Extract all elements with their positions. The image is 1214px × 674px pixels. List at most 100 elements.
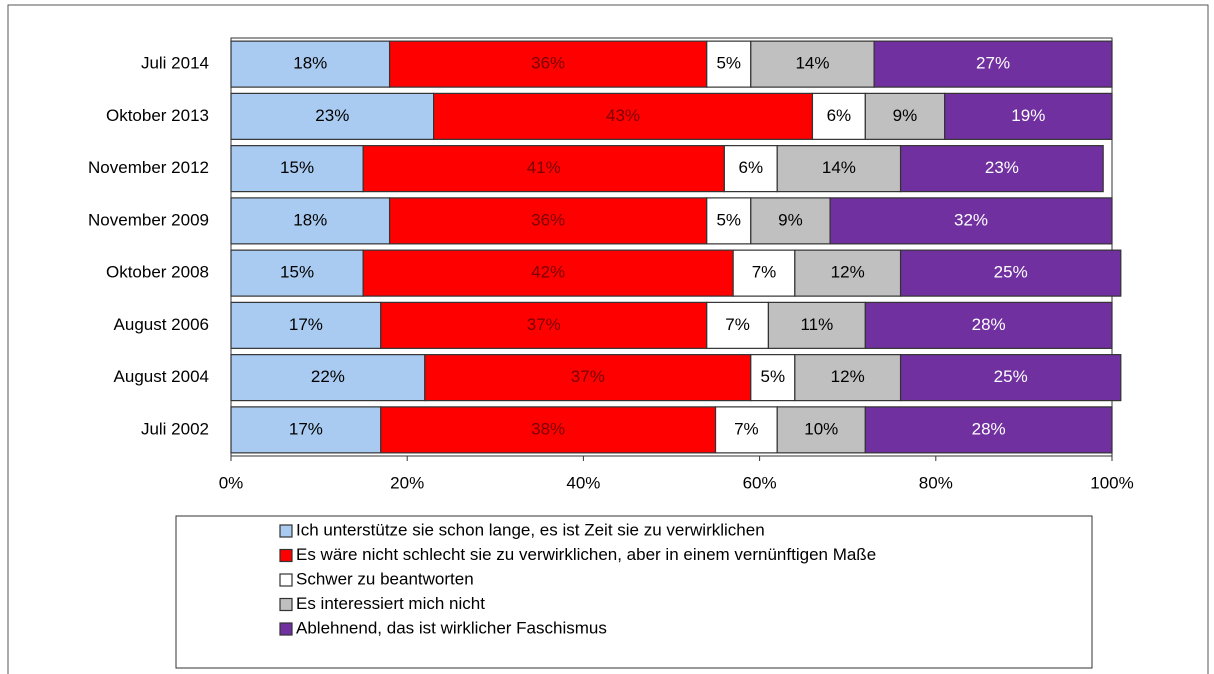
bar-segment: [864, 92, 946, 140]
bar-segment: [388, 197, 708, 245]
bar-segment: [899, 354, 1122, 402]
x-tick-label: 100%: [1090, 473, 1133, 492]
data-label: 37%: [527, 315, 561, 334]
data-label: 23%: [315, 106, 349, 125]
data-label: 27%: [976, 54, 1010, 73]
data-label: 5%: [716, 210, 741, 229]
legend-swatch: [279, 597, 293, 612]
y-tick-label: August 2006: [114, 315, 209, 334]
data-label: 25%: [994, 367, 1028, 386]
data-label: 12%: [831, 263, 865, 282]
y-tick-label: Oktober 2008: [106, 263, 209, 282]
x-tick-label: 0%: [219, 473, 244, 492]
chart-frame: [7, 4, 1209, 674]
bar-segment: [873, 40, 1113, 88]
bar-segment: [388, 40, 708, 88]
bar-segment: [433, 92, 814, 140]
bar-segment: [380, 301, 708, 349]
data-label: 14%: [795, 54, 829, 73]
bar-segment: [794, 249, 902, 297]
data-label: 11%: [800, 315, 833, 334]
data-label: 19%: [1011, 106, 1045, 125]
data-label: 41%: [527, 158, 561, 177]
bar-segment: [230, 145, 364, 193]
data-label: 36%: [531, 210, 565, 229]
bar-segment: [424, 354, 752, 402]
bar-segment: [362, 249, 734, 297]
data-label: 17%: [289, 419, 323, 438]
bar-segment: [811, 92, 866, 140]
data-label: 7%: [725, 315, 750, 334]
data-label: 42%: [531, 263, 565, 282]
x-tick-label: 80%: [919, 473, 953, 492]
data-label: 32%: [954, 210, 988, 229]
data-label: 14%: [822, 158, 856, 177]
plot-frame: [230, 37, 1113, 457]
bar-segment: [864, 406, 1113, 454]
legend-label: Ablehnend, das ist wirklicher Faschismus: [296, 618, 607, 637]
bar-segment: [899, 249, 1122, 297]
data-label: 22%: [311, 367, 345, 386]
bar-segment: [944, 92, 1113, 140]
y-tick-label: November 2012: [88, 158, 209, 177]
bar-segment: [230, 301, 382, 349]
bar-segment: [750, 40, 875, 88]
data-label: 7%: [734, 419, 759, 438]
data-label: 5%: [716, 54, 741, 73]
data-label: 9%: [893, 106, 918, 125]
data-label: 18%: [293, 210, 327, 229]
bar-segment: [230, 197, 391, 245]
legend-swatch: [279, 548, 293, 563]
legend-swatch: [279, 573, 293, 587]
legend-label: Es interessiert mich nicht: [296, 594, 485, 613]
bar-segment: [230, 406, 382, 454]
bar-segment: [750, 197, 831, 245]
y-tick-label: August 2004: [114, 367, 209, 386]
data-label: 7%: [752, 263, 777, 282]
bar-segment: [380, 406, 717, 454]
data-label: 15%: [280, 263, 314, 282]
data-label: 6%: [827, 106, 852, 125]
y-tick-label: Oktober 2013: [106, 106, 209, 125]
bar-segment: [714, 406, 778, 454]
data-label: 6%: [739, 158, 764, 177]
bar-segment: [706, 197, 752, 245]
data-label: 15%: [280, 158, 314, 177]
data-label: 17%: [289, 315, 323, 334]
x-tick-label: 20%: [390, 473, 424, 492]
bar-segment: [732, 249, 796, 297]
bar-segment: [230, 40, 391, 88]
legend: [175, 515, 1093, 669]
data-label: 28%: [972, 419, 1006, 438]
y-tick-label: Juli 2002: [141, 419, 209, 438]
legend-swatch: [279, 622, 293, 636]
data-label: 12%: [831, 367, 865, 386]
bar-segment: [829, 197, 1113, 245]
data-label: 25%: [994, 263, 1028, 282]
data-label: 36%: [531, 54, 565, 73]
data-label: 43%: [606, 106, 640, 125]
data-label: 23%: [985, 158, 1019, 177]
y-tick-label: Juli 2014: [141, 54, 209, 73]
data-label: 18%: [293, 54, 327, 73]
data-label: 10%: [804, 419, 838, 438]
bar-segment: [899, 145, 1104, 193]
x-tick-label: 60%: [743, 473, 777, 492]
legend-label: Ich unterstütze sie schon lange, es ist …: [296, 520, 765, 539]
x-tick-label: 40%: [566, 473, 600, 492]
legend-label: Schwer zu beantworten: [296, 569, 474, 588]
data-label: 9%: [778, 210, 803, 229]
data-label: 37%: [571, 367, 605, 386]
bar-segment: [767, 301, 866, 349]
data-label: 38%: [531, 419, 565, 438]
data-label: 28%: [972, 315, 1006, 334]
bar-segment: [362, 145, 725, 193]
bar-segment: [776, 406, 866, 454]
legend-swatch: [279, 524, 293, 538]
bar-segment: [864, 301, 1113, 349]
bar-segment: [706, 301, 770, 349]
legend-label: Es wäre nicht schlecht sie zu verwirklic…: [296, 545, 876, 564]
data-label: 5%: [761, 367, 786, 386]
bar-segment: [794, 354, 902, 402]
y-tick-label: November 2009: [88, 210, 209, 229]
